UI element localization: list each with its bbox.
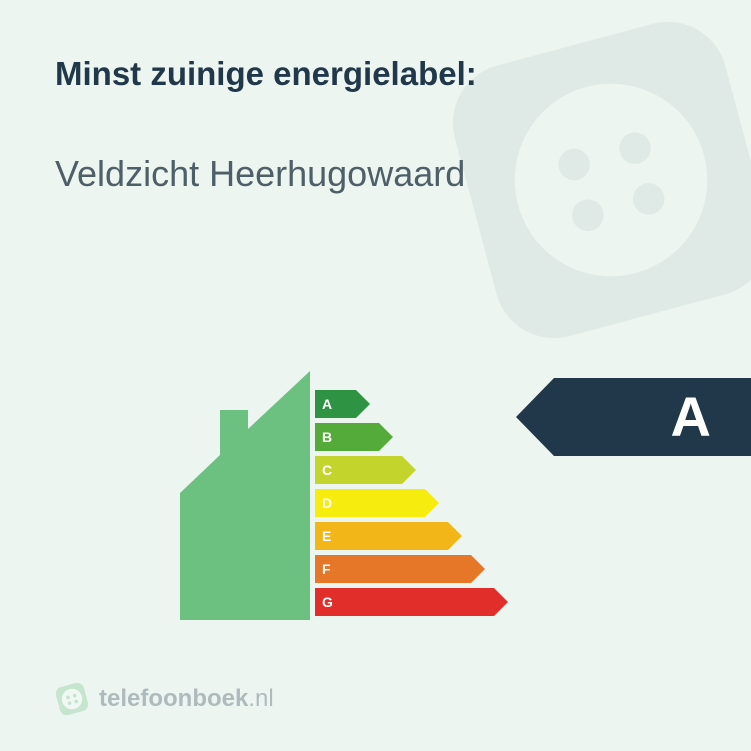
house-icon	[170, 355, 310, 635]
footer-brand-light: .nl	[248, 685, 273, 712]
energy-bar-letter: C	[322, 456, 332, 484]
footer-brand: telefoonboek.nl	[99, 685, 274, 713]
subheading: Veldzicht Heerhugowaard	[55, 153, 696, 195]
footer-brand-bold: telefoonboek	[99, 685, 248, 712]
selected-label-letter: A	[671, 378, 711, 456]
footer-logo-icon	[55, 682, 89, 716]
energy-bar-letter: F	[322, 555, 331, 583]
energy-bar-letter: A	[322, 390, 332, 418]
footer: telefoonboek.nl	[55, 682, 274, 716]
selected-label: A	[516, 378, 751, 456]
energy-bar-letter: D	[322, 489, 332, 517]
energy-label-card: Minst zuinige energielabel: Veldzicht He…	[0, 0, 751, 751]
energy-bar-letter: G	[322, 588, 333, 616]
energy-bar-letter: B	[322, 423, 332, 451]
energy-bar-letter: E	[322, 522, 331, 550]
heading: Minst zuinige energielabel:	[55, 55, 696, 93]
